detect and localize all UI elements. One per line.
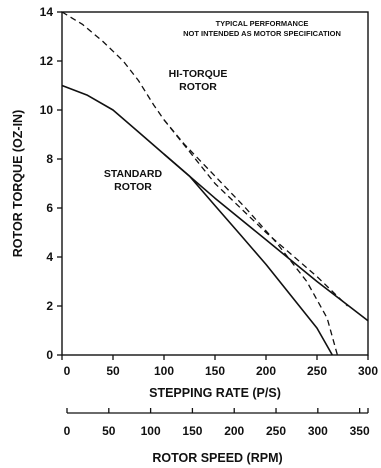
annotation-line-1: TYPICAL PERFORMANCE [216,19,309,28]
x-tick-label: 250 [307,364,327,378]
x-tick-label: 150 [205,364,225,378]
y-tick-label: 14 [40,5,54,19]
rpm-axis: 0 50 100 150 200 250 300 350 [64,408,370,438]
y-tick-label: 10 [40,103,54,117]
standard-label-line-1: STANDARD [104,168,163,180]
standard-rotor-curve [163,153,369,322]
x-axis-ticks: 0 50 100 150 200 250 300 [61,355,378,378]
standard-label: STANDARD ROTOR [104,168,163,193]
y-axis-ticks: 0 2 4 6 8 10 12 14 [40,5,62,362]
y-tick-label: 4 [46,250,53,264]
rpm-tick-label: 250 [266,424,286,438]
hi-torque-label: HI-TORQUE ROTOR [169,68,228,93]
standard-rotor-curve [61,84,333,356]
y-axis-label: ROTOR TORQUE (OZ-IN) [11,110,25,257]
y-tick-label: 8 [46,152,53,166]
x-tick-label: 0 [64,364,71,378]
hi-torque-label-line-1: HI-TORQUE [169,68,228,80]
hi-torque-rotor-curve [61,11,339,356]
y-tick-label: 0 [46,348,53,362]
series-layer [61,11,369,356]
x-axis-label: STEPPING RATE (P/S) [149,386,281,400]
hi-torque-rotor-curve [163,119,349,307]
rpm-tick-label: 300 [308,424,328,438]
y-tick-label: 6 [46,201,53,215]
hi-torque-label-line-2: ROTOR [179,81,217,93]
rpm-tick-label: 200 [224,424,244,438]
x-tick-label: 100 [154,364,174,378]
x-tick-label: 200 [256,364,276,378]
y-tick-label: 12 [40,54,54,68]
annotation-line-2: NOT INTENDED AS MOTOR SPECIFICATION [183,29,341,38]
rpm-tick-label: 100 [141,424,161,438]
rpm-tick-label: 350 [350,424,370,438]
rpm-tick-label: 50 [102,424,116,438]
rpm-tick-label: 150 [182,424,202,438]
x-tick-label: 300 [358,364,378,378]
x-tick-label: 50 [106,364,120,378]
rpm-tick-label: 0 [64,424,71,438]
rpm-axis-label: ROTOR SPEED (RPM) [152,451,282,465]
standard-label-line-2: ROTOR [114,181,152,193]
y-tick-label: 2 [46,299,53,313]
